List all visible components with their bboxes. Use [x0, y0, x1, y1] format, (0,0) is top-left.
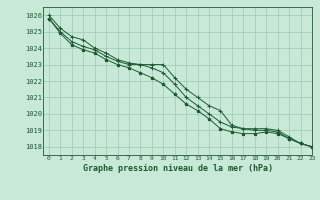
X-axis label: Graphe pression niveau de la mer (hPa): Graphe pression niveau de la mer (hPa)	[83, 164, 273, 173]
